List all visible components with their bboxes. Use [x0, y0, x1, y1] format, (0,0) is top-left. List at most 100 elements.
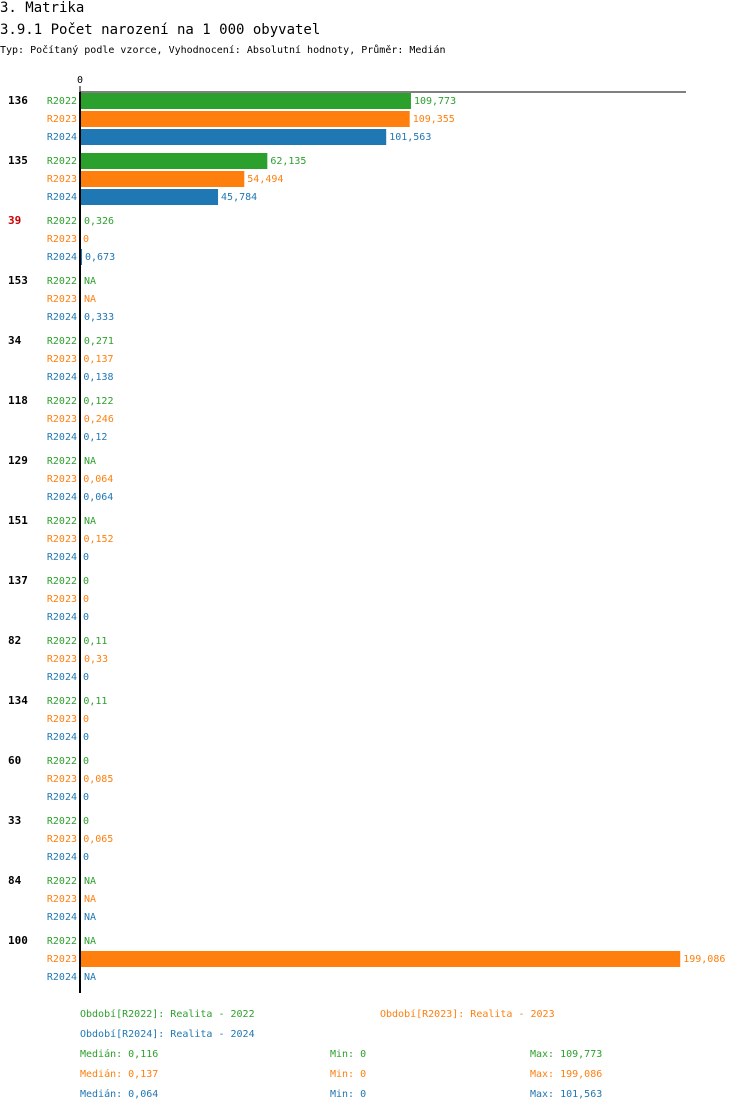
- value-label: 101,563: [389, 132, 431, 143]
- series-label: R2023: [47, 414, 77, 425]
- series-label: R2023: [47, 294, 77, 305]
- value-label: 0,326: [84, 216, 114, 227]
- value-label: 0: [83, 672, 89, 683]
- value-label: 0: [83, 732, 89, 743]
- series-label: R2024: [47, 852, 77, 863]
- series-label: R2024: [47, 372, 77, 383]
- category-label: 100: [8, 934, 28, 947]
- series-label: R2022: [47, 96, 77, 107]
- value-label: 0: [83, 552, 89, 563]
- bar: [80, 93, 411, 109]
- value-label: 0: [83, 816, 89, 827]
- bar: [80, 171, 245, 187]
- value-label: NA: [84, 876, 96, 887]
- x-tick-label: 0: [77, 75, 83, 86]
- value-label: 0,33: [84, 654, 108, 665]
- category-label: 137: [8, 574, 28, 587]
- series-label: R2024: [47, 732, 77, 743]
- value-label: 0,152: [83, 534, 113, 545]
- series-label: R2022: [47, 756, 77, 767]
- series-label: R2023: [47, 114, 77, 125]
- series-label: R2023: [47, 234, 77, 245]
- heading: 3. Matrika: [0, 0, 84, 16]
- value-label: 0,271: [84, 336, 114, 347]
- bar: [80, 129, 387, 145]
- series-label: R2023: [47, 834, 77, 845]
- value-label: 0,122: [83, 396, 113, 407]
- series-label: R2023: [47, 474, 77, 485]
- value-label: 0: [83, 576, 89, 587]
- series-label: R2022: [47, 696, 77, 707]
- category-label: 129: [8, 454, 28, 467]
- category-label: 84: [8, 874, 22, 887]
- value-label: 0,085: [83, 774, 113, 785]
- series-label: R2024: [47, 972, 77, 983]
- category-label: 39: [8, 214, 21, 227]
- series-label: R2022: [47, 636, 77, 647]
- stat-min: Min: 0: [330, 1049, 366, 1060]
- series-label: R2022: [47, 936, 77, 947]
- value-label: 0: [83, 792, 89, 803]
- stat-max: Max: 199,086: [530, 1069, 602, 1080]
- value-label: 109,355: [413, 114, 455, 125]
- series-label: R2024: [47, 672, 77, 683]
- series-label: R2022: [47, 396, 77, 407]
- legend-entry: Období[R2022]: Realita - 2022: [80, 1008, 255, 1020]
- category-label: 134: [8, 694, 28, 707]
- stat-min: Min: 0: [330, 1069, 366, 1080]
- series-label: R2024: [47, 492, 77, 503]
- value-label: 0,065: [83, 834, 113, 845]
- stat-median: Medián: 0,064: [80, 1088, 158, 1100]
- series-label: R2024: [47, 552, 77, 563]
- bar: [80, 111, 410, 127]
- value-label: NA: [84, 276, 96, 287]
- stat-median: Medián: 0,137: [80, 1068, 158, 1080]
- category-label: 136: [8, 94, 28, 107]
- value-label: NA: [84, 972, 96, 983]
- bar: [80, 951, 681, 967]
- category-label: 34: [8, 334, 22, 347]
- category-label: 153: [8, 274, 28, 287]
- value-label: 0: [83, 714, 89, 725]
- bar: [80, 189, 219, 205]
- category-label: 82: [8, 634, 21, 647]
- value-label: 0,11: [83, 696, 107, 707]
- value-label: 0: [83, 756, 89, 767]
- series-label: R2024: [47, 132, 77, 143]
- series-label: R2022: [47, 816, 77, 827]
- legend-entry: Období[R2023]: Realita - 2023: [380, 1008, 555, 1020]
- value-label: 0,11: [83, 636, 107, 647]
- legend-entry: Období[R2024]: Realita - 2024: [80, 1028, 255, 1040]
- series-label: R2024: [47, 252, 77, 263]
- series-label: R2022: [47, 456, 77, 467]
- series-label: R2024: [47, 432, 77, 443]
- value-label: 0: [83, 852, 89, 863]
- value-label: 62,135: [270, 156, 306, 167]
- category-label: 135: [8, 154, 28, 167]
- series-label: R2024: [47, 612, 77, 623]
- value-label: 0: [83, 612, 89, 623]
- value-label: 54,494: [247, 174, 283, 185]
- category-label: 151: [8, 514, 28, 527]
- series-label: R2023: [47, 894, 77, 905]
- subtitle: Typ: Počítaný podle vzorce, Vyhodnocení:…: [0, 44, 446, 56]
- bar: [80, 249, 83, 265]
- series-label: R2024: [47, 192, 77, 203]
- stat-min: Min: 0: [330, 1089, 366, 1100]
- value-label: NA: [84, 456, 96, 467]
- value-label: 0,064: [83, 492, 113, 503]
- value-label: 0,333: [84, 312, 114, 323]
- series-label: R2022: [47, 516, 77, 527]
- value-label: 199,086: [683, 954, 725, 965]
- value-label: 0,138: [83, 372, 113, 383]
- value-label: 0,064: [83, 474, 113, 485]
- value-label: 45,784: [221, 192, 257, 203]
- category-label: 33: [8, 814, 21, 827]
- value-label: 0: [83, 594, 89, 605]
- stat-median: Medián: 0,116: [80, 1048, 158, 1060]
- category-label: 118: [8, 394, 28, 407]
- value-label: 0,246: [84, 414, 114, 425]
- series-label: R2023: [47, 774, 77, 785]
- series-label: R2023: [47, 174, 77, 185]
